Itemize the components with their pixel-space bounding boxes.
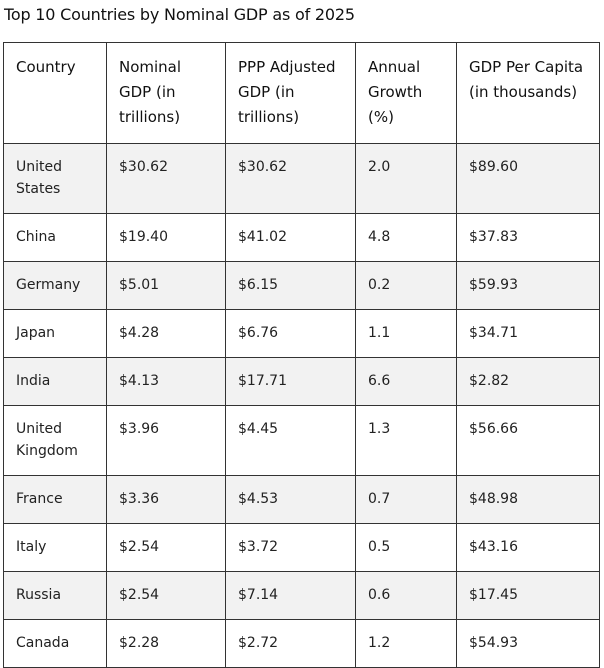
column-header: PPP Adjusted GDP (in trillions) <box>225 42 356 144</box>
column-header: Annual Growth (%) <box>355 42 457 144</box>
value-cell: 0.6 <box>355 571 457 620</box>
value-cell: $6.15 <box>225 261 356 310</box>
value-cell: $37.83 <box>456 213 600 262</box>
table-row: United Kingdom $3.96 $4.45 1.3 $56.66 <box>3 405 600 476</box>
value-cell: 0.5 <box>355 523 457 572</box>
value-cell: 1.1 <box>355 309 457 358</box>
value-cell: 0.7 <box>355 475 457 524</box>
value-cell: $41.02 <box>225 213 356 262</box>
value-cell: $3.36 <box>106 475 226 524</box>
table-row: United States $30.62 $30.62 2.0 $89.60 <box>3 143 600 214</box>
value-cell: 4.8 <box>355 213 457 262</box>
table-row: France $3.36 $4.53 0.7 $48.98 <box>3 475 600 524</box>
value-cell: $7.14 <box>225 571 356 620</box>
value-cell: $34.71 <box>456 309 600 358</box>
value-cell: $2.82 <box>456 357 600 406</box>
column-header: Country <box>3 42 107 144</box>
table-title: Top 10 Countries by Nominal GDP as of 20… <box>4 5 355 24</box>
value-cell: $4.45 <box>225 405 356 476</box>
value-cell: $4.13 <box>106 357 226 406</box>
value-cell: $17.71 <box>225 357 356 406</box>
value-cell: 2.0 <box>355 143 457 214</box>
value-cell: 6.6 <box>355 357 457 406</box>
table-row: Germany $5.01 $6.15 0.2 $59.93 <box>3 261 600 310</box>
value-cell: $3.96 <box>106 405 226 476</box>
table-row: Japan $4.28 $6.76 1.1 $34.71 <box>3 309 600 358</box>
value-cell: $6.76 <box>225 309 356 358</box>
value-cell: $2.28 <box>106 619 226 668</box>
value-cell: $89.60 <box>456 143 600 214</box>
value-cell: $30.62 <box>106 143 226 214</box>
country-cell: United States <box>3 143 107 214</box>
value-cell: 0.2 <box>355 261 457 310</box>
value-cell: $4.53 <box>225 475 356 524</box>
country-cell: Italy <box>3 523 107 572</box>
table-row: China $19.40 $41.02 4.8 $37.83 <box>3 213 600 262</box>
value-cell: $5.01 <box>106 261 226 310</box>
column-header: GDP Per Capita (in thousands) <box>456 42 600 144</box>
value-cell: $56.66 <box>456 405 600 476</box>
gdp-table: Country Nominal GDP (in trillions) PPP Adj… <box>3 42 600 668</box>
value-cell: $3.72 <box>225 523 356 572</box>
value-cell: $48.98 <box>456 475 600 524</box>
table-body: United States $30.62 $30.62 2.0 $89.60 China $… <box>3 143 600 668</box>
value-cell: 1.2 <box>355 619 457 668</box>
country-cell: Germany <box>3 261 107 310</box>
value-cell: $59.93 <box>456 261 600 310</box>
value-cell: $54.93 <box>456 619 600 668</box>
country-cell: India <box>3 357 107 406</box>
country-cell: Canada <box>3 619 107 668</box>
value-cell: $30.62 <box>225 143 356 214</box>
value-cell: $4.28 <box>106 309 226 358</box>
country-cell: France <box>3 475 107 524</box>
table-row: Canada $2.28 $2.72 1.2 $54.93 <box>3 619 600 668</box>
value-cell: $2.72 <box>225 619 356 668</box>
table-row: Italy $2.54 $3.72 0.5 $43.16 <box>3 523 600 572</box>
country-cell: Russia <box>3 571 107 620</box>
table-row: Russia $2.54 $7.14 0.6 $17.45 <box>3 571 600 620</box>
country-cell: United Kingdom <box>3 405 107 476</box>
value-cell: $17.45 <box>456 571 600 620</box>
table-row: India $4.13 $17.71 6.6 $2.82 <box>3 357 600 406</box>
column-header: Nominal GDP (in trillions) <box>106 42 226 144</box>
country-cell: Japan <box>3 309 107 358</box>
header-row: Country Nominal GDP (in trillions) PPP Adj… <box>3 42 600 144</box>
table-head: Country Nominal GDP (in trillions) PPP Adj… <box>3 42 600 144</box>
value-cell: $2.54 <box>106 571 226 620</box>
country-cell: China <box>3 213 107 262</box>
value-cell: $2.54 <box>106 523 226 572</box>
value-cell: 1.3 <box>355 405 457 476</box>
value-cell: $43.16 <box>456 523 600 572</box>
value-cell: $19.40 <box>106 213 226 262</box>
